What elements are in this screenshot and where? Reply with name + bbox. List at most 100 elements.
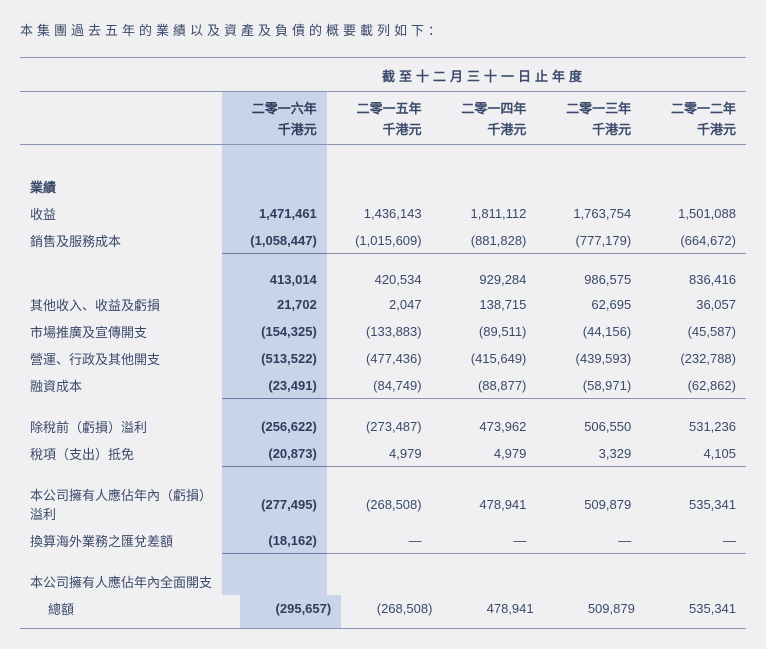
header-span-blank (20, 58, 222, 91)
cell: (439,593) (536, 345, 641, 372)
table-row: 413,014 420,534 929,284 986,575 836,416 (20, 268, 746, 291)
row-label: 其他收入、收益及虧損 (20, 291, 222, 318)
cell: (18,162) (222, 527, 327, 554)
table-row: 其他收入、收益及虧損 21,702 2,047 138,715 62,695 3… (20, 291, 746, 318)
cell: (477,436) (327, 345, 432, 372)
cell: (256,622) (222, 413, 327, 440)
spacer-row (20, 159, 746, 173)
cell: 62,695 (536, 291, 641, 318)
cell: (277,495) (222, 481, 327, 527)
unit-col-3: 千港元 (536, 119, 641, 144)
cell: 1,436,143 (327, 200, 432, 227)
cell: 535,341 (645, 595, 746, 628)
row-label: 總額 (20, 595, 240, 628)
cell: 413,014 (222, 268, 327, 291)
cell: (777,179) (536, 227, 641, 254)
cell: (1,058,447) (222, 227, 327, 254)
row-label: 本公司擁有人應佔年內全面開支 (20, 568, 222, 595)
table-row: 市場推廣及宣傳開支 (154,325) (133,883) (89,511) (… (20, 318, 746, 345)
cell: (84,749) (327, 372, 432, 399)
header-years-blank (20, 92, 222, 119)
cell: (415,649) (432, 345, 537, 372)
cell: 2,047 (327, 291, 432, 318)
cell: 473,962 (432, 413, 537, 440)
cell: 509,879 (544, 595, 645, 628)
cell: (881,828) (432, 227, 537, 254)
cell: 986,575 (536, 268, 641, 291)
spacer-row (20, 399, 746, 413)
cell: 420,534 (327, 268, 432, 291)
unit-col-1: 千港元 (327, 119, 432, 144)
cell: (58,971) (536, 372, 641, 399)
table-row: 本公司擁有人應佔年內（虧損）溢利 (277,495) (268,508) 478… (20, 481, 746, 527)
year-col-3: 二零一三年 (536, 92, 641, 119)
financial-table: 截至十二月三十一日止年度 二零一六年 二零一五年 二零一四年 二零一三年 二零一… (20, 57, 746, 629)
cell: — (641, 527, 746, 554)
table-row: 除稅前（虧損）溢利 (256,622) (273,487) 473,962 50… (20, 413, 746, 440)
cell: 478,941 (442, 595, 543, 628)
table-row: 營運、行政及其他開支 (513,522) (477,436) (415,649)… (20, 345, 746, 372)
cell: (268,508) (327, 481, 432, 527)
cell: 21,702 (222, 291, 327, 318)
spacer-row (20, 467, 746, 481)
year-col-1: 二零一五年 (327, 92, 432, 119)
year-col-2: 二零一四年 (432, 92, 537, 119)
row-label: 本公司擁有人應佔年內（虧損）溢利 (20, 481, 222, 527)
year-col-0: 二零一六年 (222, 92, 327, 119)
cell: (154,325) (222, 318, 327, 345)
cell: (295,657) (240, 595, 341, 628)
cell: 506,550 (536, 413, 641, 440)
cell: 4,979 (327, 440, 432, 467)
row-label: 除稅前（虧損）溢利 (20, 413, 222, 440)
cell: (89,511) (432, 318, 537, 345)
header-span-title: 截至十二月三十一日止年度 (222, 58, 746, 91)
cell: (62,862) (641, 372, 746, 399)
cell: 1,763,754 (536, 200, 641, 227)
cell: 1,471,461 (222, 200, 327, 227)
section-title-row: 業績 (20, 173, 746, 200)
table-row: 收益 1,471,461 1,436,143 1,811,112 1,763,7… (20, 200, 746, 227)
cell: (88,877) (432, 372, 537, 399)
table-row: 本公司擁有人應佔年內全面開支 (20, 568, 746, 595)
header-units-row: 千港元 千港元 千港元 千港元 千港元 (20, 119, 746, 145)
header-span-row: 截至十二月三十一日止年度 (20, 58, 746, 92)
cell: 509,879 (536, 481, 641, 527)
spacer-row (20, 254, 746, 268)
cell: 3,329 (536, 440, 641, 467)
row-label: 融資成本 (20, 372, 222, 399)
unit-col-0: 千港元 (222, 119, 327, 144)
table-row: 換算海外業務之匯兌差額 (18,162) — — — — (20, 527, 746, 554)
cell: (268,508) (341, 595, 442, 628)
cell: (23,491) (222, 372, 327, 399)
unit-col-4: 千港元 (641, 119, 746, 144)
row-label: 換算海外業務之匯兌差額 (20, 527, 222, 554)
row-label (20, 268, 222, 291)
cell: 531,236 (641, 413, 746, 440)
spacer-row (20, 554, 746, 568)
cell: 478,941 (432, 481, 537, 527)
cell: — (536, 527, 641, 554)
page-container: 本集團過去五年的業績以及資產及負債的概要載列如下： 截至十二月三十一日止年度 二… (20, 20, 746, 629)
table-row: 銷售及服務成本 (1,058,447) (1,015,609) (881,828… (20, 227, 746, 254)
intro-text: 本集團過去五年的業績以及資產及負債的概要載列如下： (20, 20, 746, 39)
table-row: 總額 (295,657) (268,508) 478,941 509,879 5… (20, 595, 746, 628)
cell: 1,501,088 (641, 200, 746, 227)
cell: 4,105 (641, 440, 746, 467)
cell: 36,057 (641, 291, 746, 318)
row-label: 稅項（支出）抵免 (20, 440, 222, 467)
cell: (133,883) (327, 318, 432, 345)
header-years-row: 二零一六年 二零一五年 二零一四年 二零一三年 二零一二年 (20, 92, 746, 119)
cell: — (432, 527, 537, 554)
table-row: 稅項（支出）抵免 (20,873) 4,979 4,979 3,329 4,10… (20, 440, 746, 467)
unit-col-2: 千港元 (432, 119, 537, 144)
row-label: 銷售及服務成本 (20, 227, 222, 254)
cell: (513,522) (222, 345, 327, 372)
row-label: 收益 (20, 200, 222, 227)
cell: (1,015,609) (327, 227, 432, 254)
year-col-4: 二零一二年 (641, 92, 746, 119)
row-label: 市場推廣及宣傳開支 (20, 318, 222, 345)
cell: 836,416 (641, 268, 746, 291)
row-label: 營運、行政及其他開支 (20, 345, 222, 372)
cell: 535,341 (641, 481, 746, 527)
spacer-row (20, 145, 746, 159)
